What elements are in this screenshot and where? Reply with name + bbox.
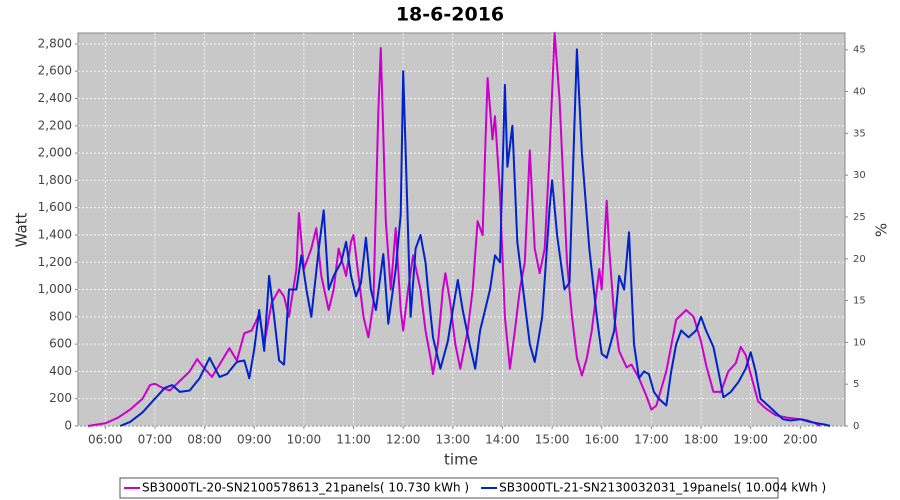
x-tick-label: 12:00 xyxy=(386,433,421,447)
y-tick-label: 2,400 xyxy=(38,91,72,105)
x-tick-label: 19:00 xyxy=(733,433,768,447)
y-tick-label: 2,000 xyxy=(38,146,72,160)
x-tick-label: 14:00 xyxy=(485,433,520,447)
y2-tick-label: 0 xyxy=(853,421,859,432)
y2-tick-label: 30 xyxy=(853,170,866,181)
x-tick-label: 10:00 xyxy=(287,433,322,447)
y-tick-label: 1,400 xyxy=(38,227,72,241)
y2-tick-label: 35 xyxy=(853,128,866,139)
chart-title: 18-6-2016 xyxy=(396,4,504,26)
y2-tick-label: 15 xyxy=(853,296,866,307)
x-tick-label: 17:00 xyxy=(634,433,669,447)
x-tick-label: 07:00 xyxy=(138,433,173,447)
x-tick-label: 15:00 xyxy=(535,433,570,447)
y-tick-label: 800 xyxy=(49,309,72,323)
y-tick-label: 600 xyxy=(49,337,72,351)
y2-tick-label: 5 xyxy=(853,379,859,390)
y2-tick-label: 40 xyxy=(853,87,866,98)
x-tick-label: 13:00 xyxy=(436,433,471,447)
x-tick-label: 16:00 xyxy=(584,433,619,447)
x-tick-label: 09:00 xyxy=(237,433,272,447)
x-tick-label: 08:00 xyxy=(187,433,222,447)
x-tick-label: 06:00 xyxy=(88,433,123,447)
legend-label: SB3000TL-21-SN2130032031_19panels( 10.00… xyxy=(499,481,826,495)
y2-axis-title: % xyxy=(873,223,891,237)
y2-tick-label: 45 xyxy=(853,45,866,56)
x-tick-label: 11:00 xyxy=(336,433,371,447)
y2-tick-label: 20 xyxy=(853,254,866,265)
y2-tick-label: 10 xyxy=(853,337,866,348)
y-tick-label: 2,600 xyxy=(38,64,72,78)
y-axis-title: Watt xyxy=(13,212,31,247)
x-axis-title: time xyxy=(444,451,478,469)
y-tick-label: 1,200 xyxy=(38,255,72,269)
x-tick-label: 18:00 xyxy=(684,433,719,447)
y-tick-label: 200 xyxy=(49,391,72,405)
y-tick-label: 2,200 xyxy=(38,118,72,132)
y2-tick-label: 25 xyxy=(853,212,866,223)
y-tick-label: 400 xyxy=(49,364,72,378)
y-tick-label: 1,000 xyxy=(38,282,72,296)
y-tick-label: 0 xyxy=(64,419,72,433)
series-line xyxy=(119,48,831,427)
legend-label: SB3000TL-20-SN2100578613_21panels( 10.73… xyxy=(142,481,469,495)
legend xyxy=(119,477,779,499)
y-tick-label: 1,800 xyxy=(38,173,72,187)
y-tick-label: 1,600 xyxy=(38,200,72,214)
y-tick-label: 2,800 xyxy=(38,36,72,50)
x-tick-label: 20:00 xyxy=(783,433,818,447)
